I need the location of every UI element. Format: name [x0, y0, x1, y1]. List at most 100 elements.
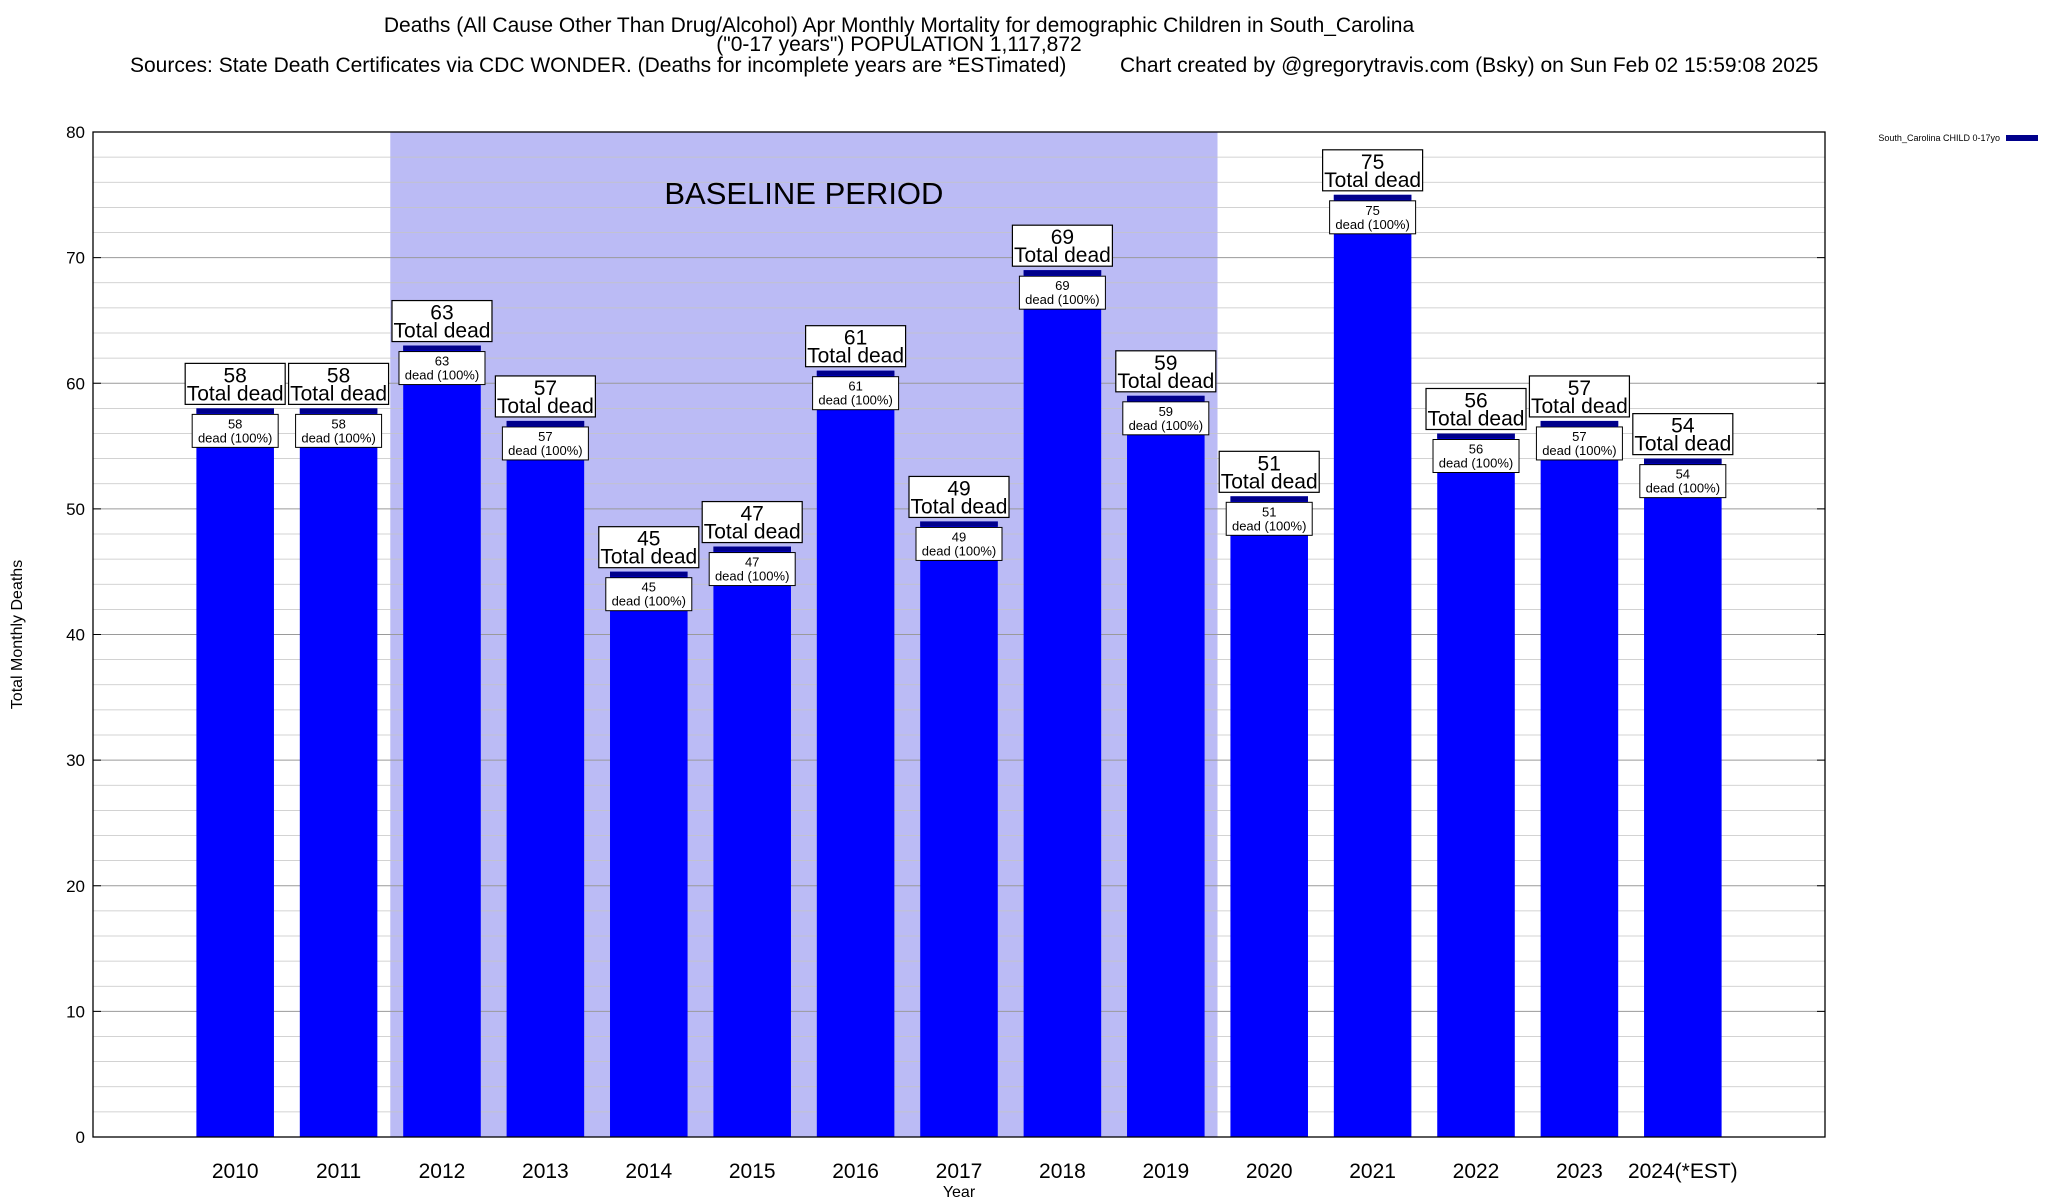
inner-label-value: 47: [745, 555, 759, 570]
outer-label-value: 58: [327, 364, 350, 387]
y-tick-label: 80: [66, 123, 85, 142]
outer-label-text: Total dead: [187, 382, 284, 405]
bar: [1127, 395, 1205, 1137]
inner-label-text: dead (100%): [1232, 518, 1306, 533]
inner-label-value: 57: [1572, 429, 1586, 444]
outer-label-box: [184, 362, 286, 405]
bar-top-cap: [816, 370, 895, 376]
outer-label-text: Total dead: [1221, 470, 1318, 493]
inner-label-value: 58: [228, 416, 242, 431]
outer-label-box: [1115, 350, 1217, 393]
y-tick-label: 40: [66, 626, 85, 645]
chart-subtitle: ("0-17 years") POPULATION 1,117,872: [716, 33, 1082, 56]
bar: [816, 370, 895, 1137]
x-tick-label: 2023: [1556, 1160, 1603, 1183]
baseline-period-label: BASELINE PERIOD: [664, 176, 943, 211]
inner-label-text: dead (100%): [508, 443, 582, 458]
outer-label-text: Total dead: [704, 521, 801, 544]
inner-label-text: dead (100%): [1542, 443, 1616, 458]
outer-label-text: Total dead: [911, 495, 1008, 518]
bar-top-cap: [1127, 395, 1205, 401]
bar: [299, 408, 378, 1137]
inner-label-value: 59: [1159, 404, 1173, 419]
bar-top-cap: [506, 420, 585, 426]
bar-top-cap: [1540, 420, 1619, 426]
chart-title: Deaths (All Cause Other Than Drug/Alcoho…: [383, 14, 1415, 37]
x-tick-label: 2024(*EST): [1628, 1160, 1738, 1183]
inner-label-text: dead (100%): [301, 430, 375, 445]
outer-label-box: [287, 362, 390, 405]
inner-label-value: 54: [1676, 467, 1690, 482]
x-tick-label: 2012: [419, 1160, 466, 1183]
bar: [610, 571, 688, 1137]
bar-top-cap: [1437, 433, 1515, 439]
x-tick-label: 2011: [316, 1160, 361, 1183]
inner-label-text: dead (100%): [818, 393, 892, 408]
outer-label-box: [1528, 375, 1631, 418]
inner-label-box: [1122, 401, 1210, 436]
inner-label-box: [398, 351, 486, 386]
outer-label-text: Total dead: [290, 382, 387, 405]
inner-label-text: dead (100%): [612, 594, 686, 609]
inner-label-text: dead (100%): [1335, 217, 1409, 232]
bar-top-cap: [1644, 458, 1722, 464]
inner-label-value: 51: [1262, 504, 1276, 519]
bar: [920, 521, 998, 1137]
inner-label-box: [501, 426, 589, 461]
outer-label-value: 49: [947, 477, 970, 500]
y-tick-label: 30: [66, 751, 85, 770]
x-tick-label: 2013: [522, 1160, 569, 1183]
x-tick-label: 2019: [1142, 1160, 1189, 1183]
outer-label-value: 75: [1361, 151, 1384, 174]
outer-label-text: Total dead: [1531, 395, 1628, 418]
source-note: Sources: State Death Certificates via CD…: [130, 54, 1067, 77]
outer-label-value: 47: [741, 503, 764, 526]
inner-label-value: 45: [642, 580, 656, 595]
x-axis-label: Year: [943, 1184, 976, 1200]
outer-label-box: [701, 500, 803, 544]
legend-swatch: [2006, 135, 2038, 141]
outer-label-text: Total dead: [1117, 370, 1214, 393]
inner-label-box: [295, 413, 383, 448]
outer-label-box: [391, 299, 493, 343]
outer-label-text: Total dead: [600, 546, 697, 569]
y-tick-label: 60: [66, 374, 85, 393]
inner-label-text: dead (100%): [1129, 418, 1203, 433]
inner-label-box: [191, 413, 279, 448]
inner-label-box: [1432, 439, 1520, 473]
outer-label-box: [1425, 387, 1527, 431]
x-tick-label: 2017: [936, 1160, 983, 1183]
bar: [1540, 420, 1619, 1137]
inner-label-box: [1329, 200, 1417, 235]
bar: [196, 408, 274, 1137]
inner-label-text: dead (100%): [198, 430, 272, 445]
y-tick-label: 10: [66, 1002, 85, 1021]
outer-label-box: [598, 526, 700, 569]
inner-label-box: [1018, 275, 1106, 310]
outer-label-box: [1322, 149, 1424, 192]
bar: [403, 345, 481, 1137]
outer-label-value: 57: [534, 377, 557, 400]
x-tick-label: 2010: [212, 1160, 259, 1183]
inner-label-value: 69: [1055, 278, 1069, 293]
inner-label-text: dead (100%): [922, 543, 996, 558]
inner-label-text: dead (100%): [1439, 456, 1513, 471]
outer-label-text: Total dead: [497, 395, 594, 418]
inner-label-box: [605, 577, 693, 612]
outer-label-value: 45: [637, 528, 660, 551]
y-tick-label: 70: [66, 249, 85, 268]
y-tick-label: 20: [66, 877, 85, 896]
x-tick-label: 2021: [1349, 1160, 1396, 1183]
outer-label-value: 54: [1671, 415, 1695, 438]
outer-label-value: 61: [844, 327, 867, 350]
inner-label-text: dead (100%): [715, 569, 789, 584]
outer-label-value: 56: [1464, 390, 1487, 413]
outer-label-value: 57: [1568, 377, 1591, 400]
bar: [1333, 194, 1412, 1137]
inner-label-value: 63: [435, 354, 449, 369]
outer-label-box: [494, 375, 596, 418]
inner-label-value: 57: [538, 429, 552, 444]
outer-label-box: [1011, 224, 1114, 267]
inner-label-box: [1225, 501, 1313, 536]
